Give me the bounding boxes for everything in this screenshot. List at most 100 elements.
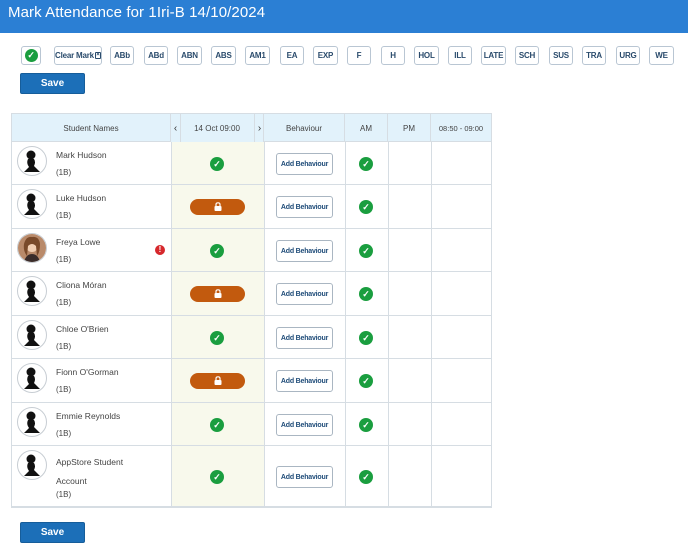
add-behaviour-button[interactable]: Add Behaviour xyxy=(276,466,333,488)
code-button-sus[interactable]: SUS xyxy=(549,46,573,65)
save-button-bottom[interactable]: Save xyxy=(20,522,85,543)
page-header: Mark Attendance for 1Iri-B 14/10/2024 xyxy=(0,0,688,33)
header-student-names: Student Names xyxy=(12,114,171,142)
column-divider xyxy=(345,185,346,228)
column-divider xyxy=(345,446,346,506)
next-period-button[interactable]: › xyxy=(254,114,264,142)
save-button-top[interactable]: Save xyxy=(20,73,85,94)
student-name[interactable]: Cliona Móran xyxy=(56,280,107,290)
present-check-icon[interactable]: ✓ xyxy=(210,157,224,171)
student-class: (1B) xyxy=(56,385,72,394)
am-present-check-icon[interactable]: ✓ xyxy=(359,287,373,301)
column-divider xyxy=(171,403,172,445)
person-silhouette-icon xyxy=(17,189,47,219)
student-class: (1B) xyxy=(56,255,72,264)
column-divider xyxy=(345,316,346,358)
column-divider xyxy=(388,229,389,271)
student-class: (1B) xyxy=(56,429,72,438)
person-silhouette-icon xyxy=(17,320,47,350)
am-present-check-icon[interactable]: ✓ xyxy=(359,470,373,484)
lock-icon xyxy=(214,198,222,216)
table-row: Chloe O'Brien (1B) ✓ Add Behaviour ✓ xyxy=(12,316,491,359)
person-silhouette-icon xyxy=(17,146,47,176)
person-silhouette-icon xyxy=(17,363,47,393)
code-button-h[interactable]: H xyxy=(381,46,405,65)
header-time-slot: 08:50 - 09:00 xyxy=(438,123,484,133)
mark-present-button[interactable]: ✓ xyxy=(21,46,41,65)
eraser-icon: × xyxy=(94,52,101,59)
column-divider xyxy=(431,316,432,358)
add-behaviour-button[interactable]: Add Behaviour xyxy=(276,240,333,262)
table-row: AppStore Student Account (1B) ✓ Add Behavio… xyxy=(12,446,491,507)
student-name[interactable]: Luke Hudson xyxy=(56,193,107,203)
column-divider xyxy=(171,229,172,271)
code-button-we[interactable]: WE xyxy=(649,46,674,65)
code-button-sch[interactable]: SCH xyxy=(515,46,539,65)
present-check-icon[interactable]: ✓ xyxy=(210,418,224,432)
student-name[interactable]: Chloe O'Brien xyxy=(56,324,109,334)
present-check-icon[interactable]: ✓ xyxy=(210,331,224,345)
am-present-check-icon[interactable]: ✓ xyxy=(359,331,373,345)
am-present-check-icon[interactable]: ✓ xyxy=(359,418,373,432)
header-pm: PM xyxy=(388,114,431,142)
column-divider xyxy=(388,359,389,402)
code-button-ill[interactable]: ILL xyxy=(448,46,472,65)
student-name[interactable]: AppStore Student Account xyxy=(56,457,124,486)
code-button-tra[interactable]: TRA xyxy=(582,46,606,65)
column-divider xyxy=(431,272,432,315)
student-class: (1B) xyxy=(56,298,72,307)
code-button-abs[interactable]: ABS xyxy=(211,46,236,65)
am-present-check-icon[interactable]: ✓ xyxy=(359,374,373,388)
student-name[interactable]: Freya Lowe xyxy=(56,237,101,247)
code-button-late[interactable]: LATE xyxy=(481,46,506,65)
student-class: (1B) xyxy=(56,490,72,499)
chevron-left-icon: ‹ xyxy=(173,122,178,134)
student-name[interactable]: Mark Hudson xyxy=(56,150,107,160)
table-row: Luke Hudson (1B) Add Behaviour ✓ xyxy=(12,185,491,229)
code-button-am1[interactable]: AM1 xyxy=(245,46,270,65)
column-divider xyxy=(431,229,432,271)
add-behaviour-button[interactable]: Add Behaviour xyxy=(276,414,333,436)
column-divider xyxy=(431,359,432,402)
add-behaviour-button[interactable]: Add Behaviour xyxy=(276,327,333,349)
add-behaviour-button[interactable]: Add Behaviour xyxy=(276,153,333,175)
exclamation-icon[interactable]: ! xyxy=(155,245,165,255)
code-button-exp[interactable]: EXP xyxy=(313,46,338,65)
am-present-check-icon[interactable]: ✓ xyxy=(359,157,373,171)
code-button-abn[interactable]: ABN xyxy=(177,46,202,65)
add-behaviour-button[interactable]: Add Behaviour xyxy=(276,196,333,218)
add-behaviour-button[interactable]: Add Behaviour xyxy=(276,283,333,305)
present-check-icon[interactable]: ✓ xyxy=(210,244,224,258)
person-silhouette-icon xyxy=(17,450,47,480)
code-button-ea[interactable]: EA xyxy=(280,46,304,65)
code-button-urg[interactable]: URG xyxy=(616,46,640,65)
present-check-icon[interactable]: ✓ xyxy=(210,470,224,484)
student-name[interactable]: Fionn O'Gorman xyxy=(56,367,119,377)
code-button-hol[interactable]: HOL xyxy=(414,46,439,65)
column-divider xyxy=(171,142,172,184)
code-button-abb[interactable]: ABb xyxy=(110,46,134,65)
code-button-f[interactable]: F xyxy=(347,46,371,65)
am-present-check-icon[interactable]: ✓ xyxy=(359,244,373,258)
column-divider xyxy=(388,403,389,445)
previous-period-button[interactable]: ‹ xyxy=(171,114,181,142)
column-divider xyxy=(388,142,389,184)
column-divider xyxy=(171,185,172,228)
header-date: 14 Oct 09:00 xyxy=(171,114,264,142)
chevron-right-icon: › xyxy=(257,122,262,134)
student-class: (1B) xyxy=(56,168,72,177)
locked-status-badge xyxy=(190,373,245,389)
column-divider xyxy=(264,446,265,506)
add-behaviour-button[interactable]: Add Behaviour xyxy=(276,370,333,392)
clear-mark-button[interactable]: Clear Mark × xyxy=(54,46,102,65)
student-name[interactable]: Emmie Reynolds xyxy=(56,411,121,421)
column-divider xyxy=(431,142,432,184)
table-row: Mark Hudson (1B) ✓ Add Behaviour ✓ xyxy=(12,142,491,185)
column-divider xyxy=(388,316,389,358)
code-button-abd[interactable]: ABd xyxy=(144,46,168,65)
am-present-check-icon[interactable]: ✓ xyxy=(359,200,373,214)
column-divider xyxy=(345,403,346,445)
table-row: Emmie Reynolds (1B) ✓ Add Behaviour ✓ xyxy=(12,403,491,446)
header-am: AM xyxy=(345,114,388,142)
column-divider xyxy=(431,403,432,445)
